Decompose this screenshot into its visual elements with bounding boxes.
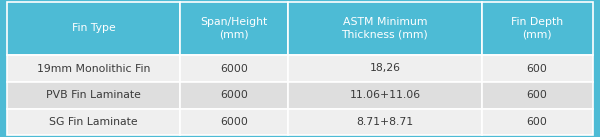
Text: Fin Type: Fin Type (72, 23, 115, 33)
Text: 19mm Monolithic Fin: 19mm Monolithic Fin (37, 64, 150, 73)
Bar (180, 55, 288, 82)
Text: PVB Fin Laminate: PVB Fin Laminate (46, 90, 141, 100)
Bar (180, 109, 288, 135)
Text: 600: 600 (527, 64, 548, 73)
Text: 600: 600 (527, 117, 548, 127)
Bar (180, 2, 288, 55)
Bar (288, 55, 482, 82)
Text: ASTM Minimum
Thickness (mm): ASTM Minimum Thickness (mm) (341, 17, 428, 40)
Bar (288, 2, 482, 55)
Bar (7, 55, 180, 82)
Bar (482, 2, 593, 55)
Bar (482, 109, 593, 135)
Text: Span/Height
(mm): Span/Height (mm) (200, 17, 268, 40)
Bar (7, 82, 180, 109)
Bar (482, 55, 593, 82)
Text: 18,26: 18,26 (370, 64, 400, 73)
Text: SG Fin Laminate: SG Fin Laminate (49, 117, 138, 127)
Bar (482, 82, 593, 109)
Bar (7, 2, 180, 55)
Text: 8.71+8.71: 8.71+8.71 (356, 117, 413, 127)
Text: Fin Depth
(mm): Fin Depth (mm) (511, 17, 563, 40)
Bar (288, 109, 482, 135)
Bar (180, 82, 288, 109)
Text: 6000: 6000 (220, 117, 248, 127)
Bar (288, 82, 482, 109)
Text: 600: 600 (527, 90, 548, 100)
Bar (7, 109, 180, 135)
Text: 6000: 6000 (220, 64, 248, 73)
Text: 6000: 6000 (220, 90, 248, 100)
Text: 11.06+11.06: 11.06+11.06 (349, 90, 421, 100)
